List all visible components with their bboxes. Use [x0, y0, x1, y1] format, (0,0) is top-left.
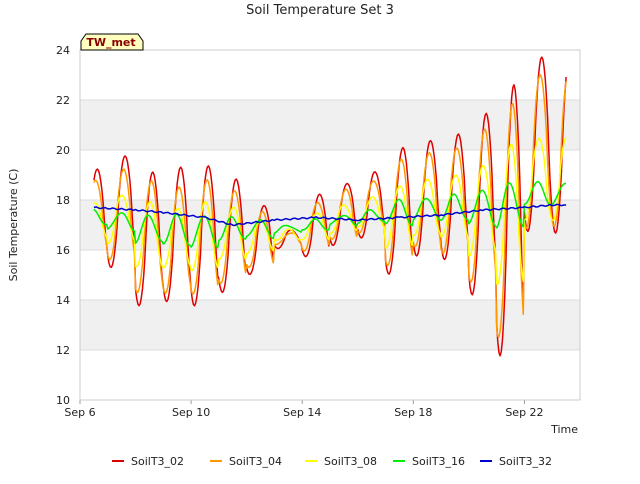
series-line-soilt3-08	[93, 136, 567, 285]
station-badge: TW_met	[80, 33, 144, 51]
legend-label: SoilT3_04	[229, 455, 282, 468]
y-axis-label: Soil Temperature (C)	[7, 169, 20, 282]
series-lines	[93, 56, 567, 357]
legend-label: SoilT3_32	[499, 455, 552, 468]
y-tick-label: 12	[56, 344, 70, 357]
x-tick-label: Sep 14	[283, 406, 321, 419]
background-band	[80, 300, 580, 350]
legend: SoilT3_02 SoilT3_04 SoilT3_08 SoilT3_16 Soil…	[112, 455, 552, 468]
badge-label: TW_met	[86, 36, 135, 49]
legend-label: SoilT3_16	[412, 455, 465, 468]
y-tick-label: 20	[56, 144, 70, 157]
y-tick-labels: 10 12 14 16 18 20 22 24	[56, 44, 70, 407]
legend-label: SoilT3_08	[324, 455, 377, 468]
x-tick-label: Sep 18	[394, 406, 432, 419]
legend-label: SoilT3_02	[131, 455, 184, 468]
x-axis-label: Time	[550, 423, 578, 436]
chart-title: Soil Temperature Set 3	[246, 3, 394, 18]
x-tick-label: Sep 22	[505, 406, 543, 419]
x-tick-labels: Sep 6 Sep 10 Sep 14 Sep 18 Sep 22	[64, 406, 543, 419]
plot-frame	[79, 49, 581, 401]
series-line-soilt3-16	[93, 180, 567, 249]
x-tick-label: Sep 6	[64, 406, 95, 419]
background-band	[80, 100, 580, 150]
x-tick-label: Sep 10	[172, 406, 210, 419]
series-line-soilt3-32	[93, 203, 567, 227]
y-tick-label: 24	[56, 44, 70, 57]
y-tick-label: 18	[56, 194, 70, 207]
y-tick-label: 16	[56, 244, 70, 257]
y-tick-label: 22	[56, 94, 70, 107]
badge-shape	[80, 33, 144, 51]
y-tick-label: 14	[56, 294, 70, 307]
y-tick-label: 10	[56, 394, 70, 407]
